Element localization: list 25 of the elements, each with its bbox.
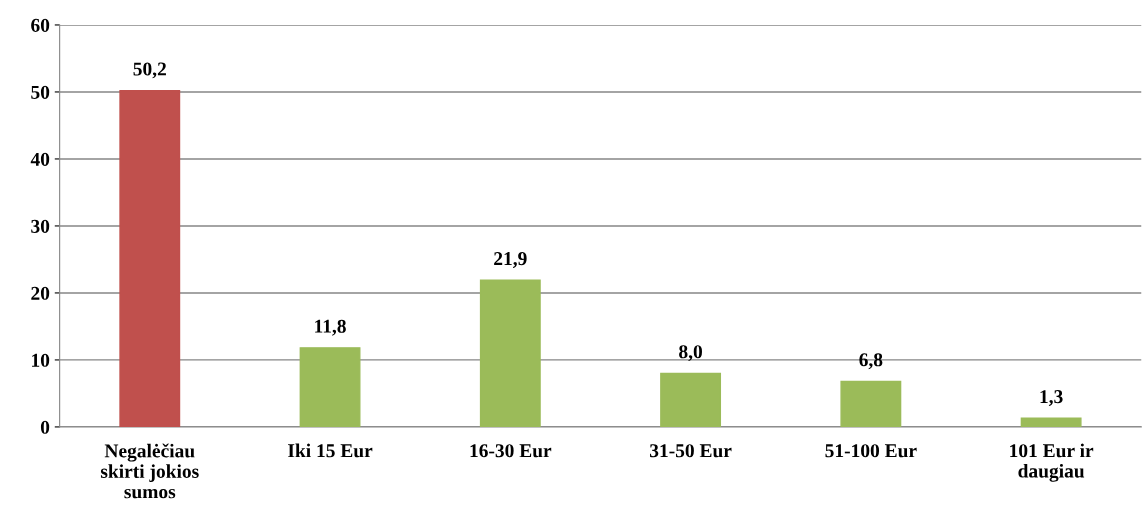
- data-label: 8,0: [679, 345, 702, 362]
- y-tick-label: 30: [31, 219, 50, 233]
- x-tick-label: 51-100 Eur: [825, 444, 917, 458]
- x-tick-label: Iki 15 Eur: [288, 443, 373, 458]
- data-label: 1,3: [1040, 390, 1063, 406]
- y-tick-label: 20: [31, 286, 50, 300]
- y-tick-label: 0: [40, 420, 50, 434]
- bar: [840, 380, 902, 427]
- bar: [119, 89, 181, 427]
- x-tick-label: Negalėčiau skirti jokios sumos: [100, 443, 199, 499]
- data-label: 11,8: [315, 319, 346, 336]
- bar: [1020, 417, 1082, 427]
- y-tick-label: 60: [31, 18, 50, 32]
- y-tick-label: 40: [30, 152, 50, 166]
- y-tick-label: 10: [32, 353, 50, 367]
- x-tick-label: 101 Eur ir daugiau: [1010, 443, 1094, 482]
- x-tick-label: 31-50 Eur: [650, 444, 732, 458]
- data-label: 6,8: [859, 353, 883, 370]
- bar: [479, 279, 541, 427]
- data-label: 50,2: [133, 62, 166, 79]
- x-tick-label: 16-30 Eur: [470, 444, 552, 458]
- data-label: 21,9: [494, 252, 527, 268]
- bar: [299, 347, 361, 427]
- bar: [660, 372, 722, 427]
- y-tick-label: 50: [31, 85, 50, 99]
